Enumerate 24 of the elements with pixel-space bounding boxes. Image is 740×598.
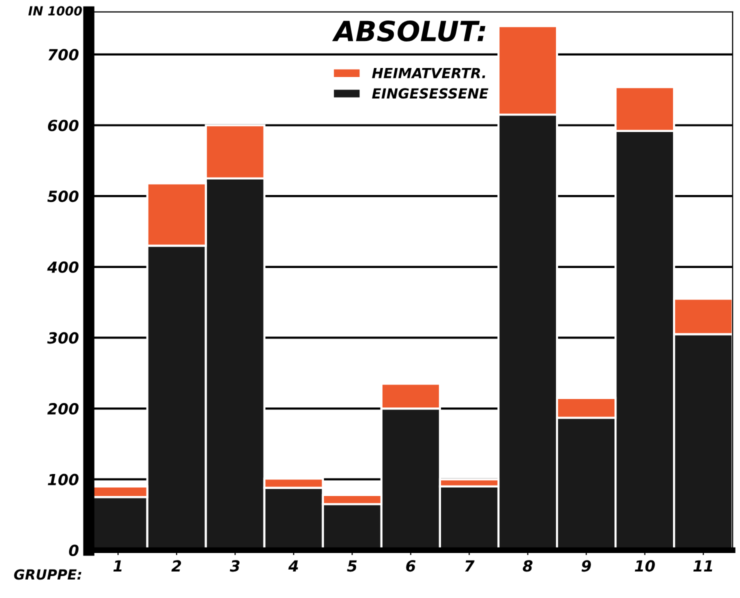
x-tick-label: 10 <box>634 560 655 572</box>
x-tick-label: 2 <box>171 560 182 572</box>
x-tick-label: 6 <box>406 560 416 572</box>
y-axis-title: IN 1000 <box>28 6 82 16</box>
x-tick-label: 5 <box>347 560 357 572</box>
y-tick-label: 0 <box>69 544 79 556</box>
x-tick-label: 8 <box>522 560 533 572</box>
x-tick-label: 7 <box>465 560 475 572</box>
x-tick-label: 1 <box>113 560 122 572</box>
y-tick-label: 600 <box>48 120 79 132</box>
y-tick-label: 700 <box>48 48 79 60</box>
y-tick-label: 500 <box>47 190 79 202</box>
x-tick-label: 9 <box>582 560 591 572</box>
x-tick-label: 3 <box>230 560 240 572</box>
legend-label: HEIMATVERTR. <box>372 68 486 78</box>
legend-label: EINGESESSENE <box>372 88 488 99</box>
x-axis-title: GRUPPE: <box>14 569 82 580</box>
y-tick-label: 200 <box>47 402 79 415</box>
chart-title: ABSOLUT: <box>332 20 486 42</box>
x-tick-label: 11 <box>693 560 712 572</box>
y-tick-label: 100 <box>48 474 79 486</box>
y-tick-label: 400 <box>47 261 79 273</box>
y-tick-label: 300 <box>47 332 79 344</box>
x-tick-label: 4 <box>288 560 298 572</box>
